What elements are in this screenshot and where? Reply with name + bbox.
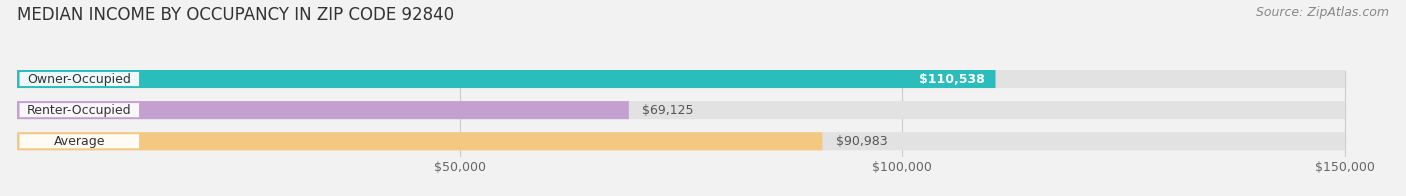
Text: MEDIAN INCOME BY OCCUPANCY IN ZIP CODE 92840: MEDIAN INCOME BY OCCUPANCY IN ZIP CODE 9… <box>17 6 454 24</box>
FancyBboxPatch shape <box>17 101 628 119</box>
FancyBboxPatch shape <box>20 103 139 117</box>
Text: $69,125: $69,125 <box>643 104 693 117</box>
Text: Renter-Occupied: Renter-Occupied <box>27 104 132 117</box>
Text: Owner-Occupied: Owner-Occupied <box>27 73 131 85</box>
FancyBboxPatch shape <box>17 132 823 150</box>
Text: $110,538: $110,538 <box>920 73 984 85</box>
FancyBboxPatch shape <box>20 134 139 148</box>
Text: Average: Average <box>53 135 105 148</box>
FancyBboxPatch shape <box>20 72 139 86</box>
FancyBboxPatch shape <box>17 70 1346 88</box>
Text: $90,983: $90,983 <box>835 135 887 148</box>
FancyBboxPatch shape <box>17 70 995 88</box>
Text: Source: ZipAtlas.com: Source: ZipAtlas.com <box>1256 6 1389 19</box>
FancyBboxPatch shape <box>17 101 1346 119</box>
FancyBboxPatch shape <box>17 132 1346 150</box>
